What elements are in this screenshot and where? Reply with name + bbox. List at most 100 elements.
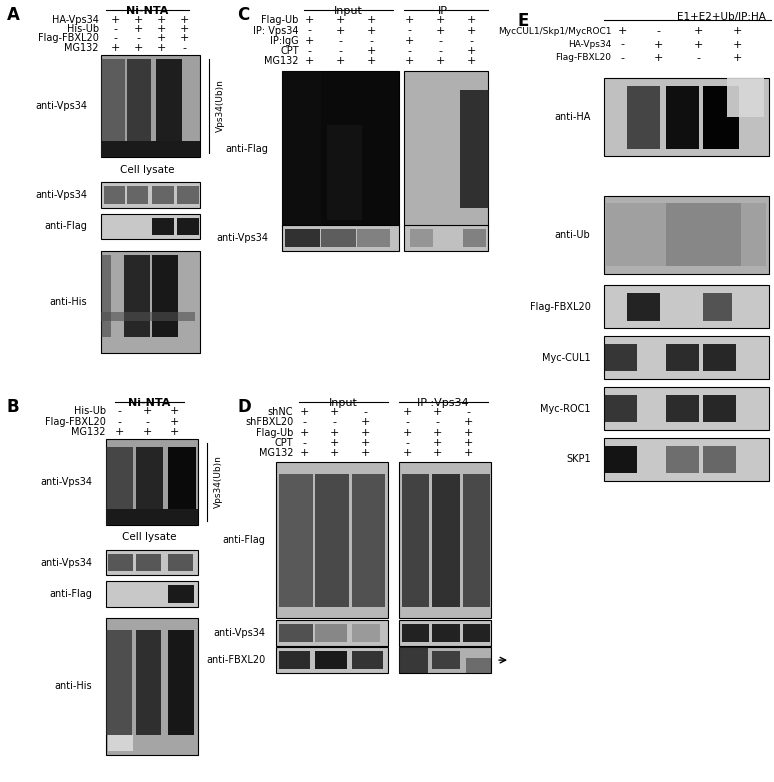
FancyBboxPatch shape	[351, 651, 382, 669]
Text: -: -	[405, 438, 409, 448]
Text: +: +	[330, 438, 340, 448]
Text: -: -	[308, 26, 312, 35]
Text: -: -	[338, 46, 342, 56]
Text: +: +	[366, 56, 375, 66]
Text: +: +	[433, 428, 443, 438]
Text: +: +	[467, 26, 476, 35]
Text: -: -	[364, 407, 368, 418]
FancyBboxPatch shape	[402, 624, 429, 641]
Text: +: +	[406, 56, 415, 66]
FancyBboxPatch shape	[126, 186, 149, 204]
Text: +: +	[111, 15, 120, 24]
Text: anti-Vps34: anti-Vps34	[214, 628, 265, 638]
Text: anti-His: anti-His	[50, 297, 87, 307]
FancyBboxPatch shape	[604, 387, 769, 430]
FancyBboxPatch shape	[101, 251, 200, 353]
Text: Flag-FBXL20: Flag-FBXL20	[556, 53, 611, 63]
Text: anti-Ub: anti-Ub	[555, 230, 591, 239]
Text: +: +	[300, 448, 309, 457]
Text: -: -	[136, 34, 140, 44]
Text: +: +	[361, 448, 370, 457]
Text: -: -	[182, 43, 186, 53]
FancyBboxPatch shape	[152, 255, 177, 337]
Text: CPT: CPT	[280, 46, 299, 56]
FancyBboxPatch shape	[108, 735, 133, 751]
Text: MG132: MG132	[71, 427, 106, 437]
Text: anti-Flag: anti-Flag	[49, 589, 92, 599]
Text: Flag-FBXL20: Flag-FBXL20	[38, 34, 99, 44]
Text: +: +	[115, 427, 125, 437]
FancyBboxPatch shape	[101, 59, 125, 141]
Text: +: +	[361, 438, 370, 448]
FancyBboxPatch shape	[404, 225, 488, 251]
FancyBboxPatch shape	[156, 59, 182, 141]
Text: anti-Vps34: anti-Vps34	[36, 101, 87, 111]
FancyBboxPatch shape	[399, 647, 491, 673]
FancyBboxPatch shape	[432, 624, 460, 641]
Text: anti-Vps34: anti-Vps34	[36, 190, 87, 200]
Text: anti-Vps34: anti-Vps34	[40, 558, 92, 568]
FancyBboxPatch shape	[604, 344, 637, 371]
FancyBboxPatch shape	[402, 474, 429, 607]
FancyBboxPatch shape	[177, 217, 199, 235]
Text: +: +	[133, 15, 142, 24]
Text: anti-HA: anti-HA	[554, 113, 591, 122]
Text: A: A	[7, 6, 20, 24]
Text: +: +	[133, 24, 142, 34]
Text: E: E	[517, 12, 529, 30]
Text: +: +	[436, 56, 445, 66]
Text: -: -	[439, 36, 443, 46]
Text: shFBXL20: shFBXL20	[245, 418, 293, 428]
FancyBboxPatch shape	[404, 70, 488, 228]
Text: Flag-FBXL20: Flag-FBXL20	[529, 302, 591, 312]
Text: +: +	[694, 27, 703, 36]
Text: CPT: CPT	[275, 438, 293, 448]
Text: -: -	[405, 418, 409, 428]
FancyBboxPatch shape	[604, 395, 637, 422]
Text: +: +	[402, 448, 412, 457]
Text: +: +	[467, 46, 476, 56]
Text: -: -	[436, 418, 440, 428]
FancyBboxPatch shape	[104, 186, 125, 204]
Text: Flag-Ub: Flag-Ub	[262, 16, 299, 25]
Text: +: +	[733, 53, 742, 63]
Text: +: +	[170, 427, 180, 437]
FancyBboxPatch shape	[106, 509, 198, 525]
Text: +: +	[618, 27, 627, 36]
Text: E1+E2+Ub/IP:HA: E1+E2+Ub/IP:HA	[677, 12, 766, 22]
Text: -: -	[408, 46, 412, 56]
Text: +: +	[361, 418, 370, 428]
FancyBboxPatch shape	[604, 78, 769, 156]
FancyBboxPatch shape	[177, 186, 199, 204]
Text: Vps34(Ub)n: Vps34(Ub)n	[214, 455, 223, 508]
Text: Myc-CUL1: Myc-CUL1	[542, 353, 591, 363]
Text: HA-Vps34: HA-Vps34	[568, 40, 611, 49]
Text: +: +	[654, 53, 663, 63]
Text: HA-Vps34: HA-Vps34	[52, 15, 99, 24]
FancyBboxPatch shape	[315, 651, 347, 669]
FancyBboxPatch shape	[276, 647, 388, 673]
Text: -: -	[118, 407, 122, 417]
Text: +: +	[467, 56, 476, 66]
Text: +: +	[433, 448, 443, 457]
FancyBboxPatch shape	[152, 186, 173, 204]
FancyBboxPatch shape	[101, 141, 200, 157]
FancyBboxPatch shape	[728, 78, 764, 117]
FancyBboxPatch shape	[168, 554, 193, 572]
FancyBboxPatch shape	[285, 229, 320, 247]
Text: +: +	[733, 27, 742, 36]
Text: +: +	[156, 24, 166, 34]
FancyBboxPatch shape	[282, 70, 399, 228]
Text: anti-Flag: anti-Flag	[225, 144, 268, 154]
Text: -: -	[333, 418, 337, 428]
Text: anti-His: anti-His	[54, 681, 92, 691]
Text: Myc-ROC1: Myc-ROC1	[540, 404, 591, 414]
Text: +: +	[436, 26, 445, 35]
FancyBboxPatch shape	[106, 447, 133, 517]
Text: Cell lysate: Cell lysate	[120, 165, 174, 174]
FancyBboxPatch shape	[399, 647, 428, 673]
Text: +: +	[330, 407, 340, 418]
FancyBboxPatch shape	[463, 474, 490, 607]
FancyBboxPatch shape	[463, 229, 486, 247]
FancyBboxPatch shape	[276, 462, 388, 619]
